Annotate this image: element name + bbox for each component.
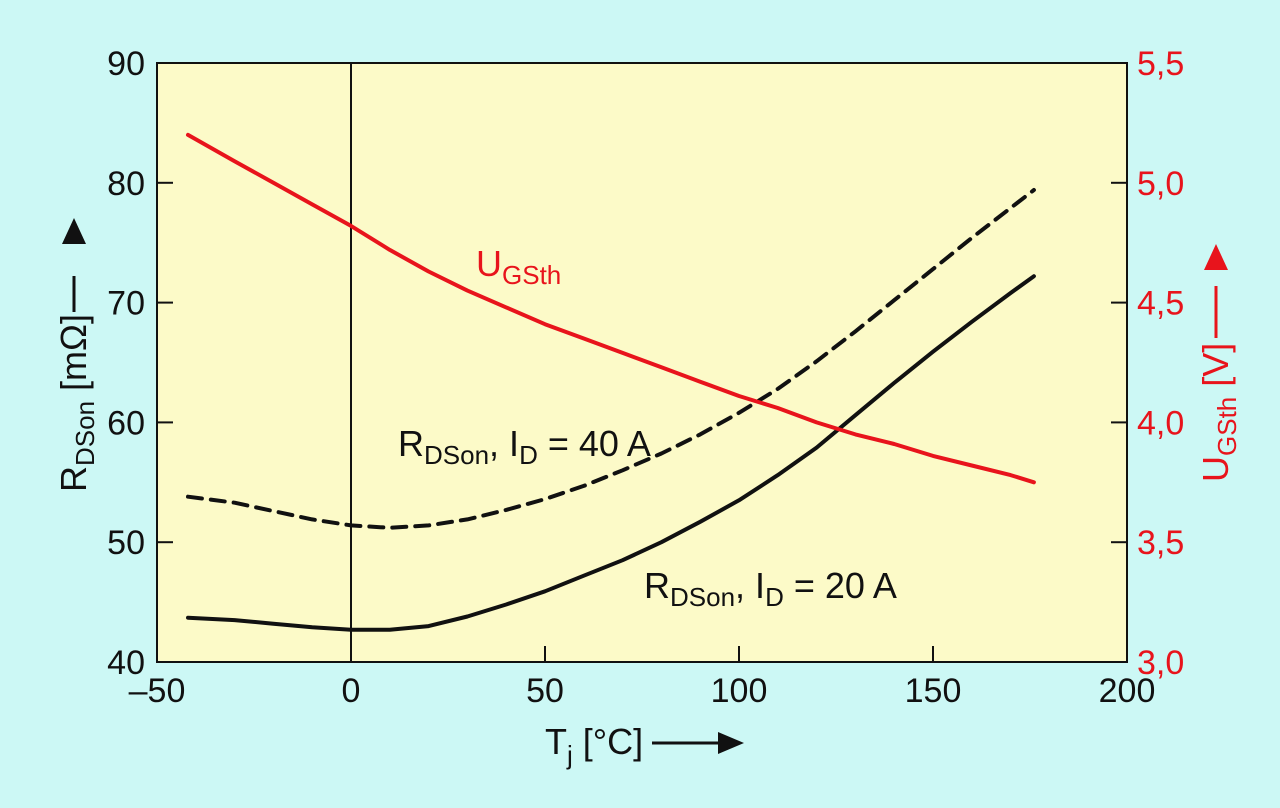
y-left-tick-label-1: 50 [107,524,145,562]
y-left-tick-label-2: 60 [107,404,145,442]
x-tick-label-1: 0 [342,672,361,710]
x-tick-label-0: –50 [129,672,186,710]
x-tick-label-5: 200 [1099,672,1156,710]
y-left-axis-arrow [62,218,86,312]
y-right-axis-arrow [1204,244,1228,338]
x-tick-label-4: 150 [905,672,962,710]
series-label-ugsth: UGSth [476,243,561,290]
y-left-tick-label-4: 80 [107,165,145,203]
series-ugsth-line [186,132,1036,485]
y-left-axis-title: RDSon [mΩ] [53,314,100,492]
x-axis-arrow [652,732,744,754]
series-label-rdson-40a: RDSon, ID = 40 A [398,423,651,470]
y-right-tick-label-0: 3,0 [1137,644,1184,682]
y-right-axis-title: UGSth [V] [1195,343,1242,482]
y-left-tick-label-5: 90 [107,45,145,83]
x-axis-title: Tj [°C] [545,721,643,770]
x-tick-label-2: 50 [526,672,564,710]
ticks-layer: 40 50 60 70 80 90 3,0 3,5 4,0 4,5 5,0 5,5 –50 0 50 100 1… [107,45,1184,710]
series-rdson-20a-line [186,274,1036,632]
y-right-tick-label-3: 4,5 [1137,285,1184,323]
plot-area [156,62,1128,663]
y-right-tick-label-2: 4,0 [1137,404,1184,442]
y-right-tick-label-1: 3,5 [1137,524,1184,562]
y-right-tick-label-5: 5,5 [1137,45,1184,83]
series-rdson-40a-line [186,188,1036,530]
y-left-tick-label-3: 70 [107,285,145,323]
y-right-tick-label-4: 5,0 [1137,165,1184,203]
series-layer [186,132,1036,632]
series-label-rdson-20a: RDSon, ID = 20 A [644,565,897,612]
y-left-tick-label-0: 40 [107,644,145,682]
x-tick-label-3: 100 [711,672,768,710]
